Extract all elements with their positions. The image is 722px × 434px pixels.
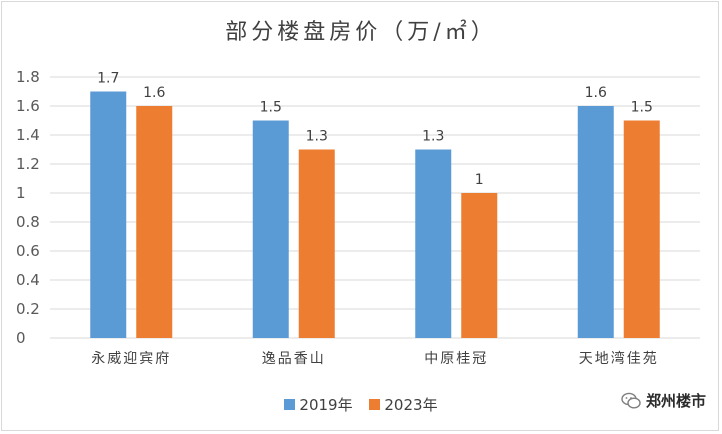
- bar-2019-1: [252, 120, 289, 338]
- x-tick-label-0: 永威迎宾府: [91, 351, 171, 367]
- legend-item-2023: 2023年: [369, 394, 438, 415]
- y-tick-label-4: 0.8: [16, 213, 40, 231]
- data-label-0-1: 1.5: [260, 100, 282, 116]
- data-label-1-2: 1: [475, 172, 484, 188]
- bar-2023-0: [136, 106, 173, 338]
- legend-label-2023: 2023年: [384, 396, 438, 414]
- y-tick-label-3: 0.6: [16, 242, 40, 260]
- legend: 2019年 2023年: [0, 394, 722, 415]
- wechat-icon: [621, 392, 641, 409]
- x-tick-label-1: 逸品香山: [262, 351, 326, 367]
- legend-item-2019: 2019年: [284, 394, 353, 415]
- y-tick-label-5: 1: [16, 184, 26, 202]
- x-tick-label-2: 中原桂冠: [424, 351, 488, 367]
- bar-2023-1: [298, 149, 335, 338]
- data-label-1-0: 1.6: [143, 85, 165, 101]
- legend-label-2019: 2019年: [299, 396, 353, 414]
- y-tick-label-8: 1.6: [16, 97, 40, 115]
- x-tick-label-3: 天地湾佳苑: [579, 350, 659, 367]
- bar-2019-3: [577, 106, 614, 338]
- data-label-0-0: 1.7: [97, 71, 119, 87]
- data-label-0-3: 1.6: [585, 85, 607, 101]
- y-tick-label-6: 1.2: [16, 155, 40, 173]
- legend-swatch-2019: [284, 399, 296, 410]
- bar-2019-0: [90, 91, 127, 338]
- watermark-text: 郑州楼市: [645, 392, 706, 410]
- y-tick-label-2: 0.4: [16, 271, 40, 289]
- bar-2023-3: [623, 120, 660, 338]
- data-label-0-2: 1.3: [422, 129, 444, 145]
- y-tick-label-0: 0: [16, 329, 26, 347]
- watermark: 郑州楼市: [621, 390, 706, 411]
- chart-title: 部分楼盘房价（万/㎡）: [225, 20, 497, 45]
- y-tick-label-9: 1.8: [16, 68, 40, 86]
- data-label-1-3: 1.5: [631, 100, 653, 116]
- y-tick-label-7: 1.4: [16, 126, 40, 144]
- bar-2023-2: [461, 193, 498, 338]
- data-label-1-1: 1.3: [306, 129, 328, 145]
- y-tick-label-1: 0.2: [16, 300, 40, 318]
- bar-2019-2: [415, 149, 452, 338]
- legend-swatch-2023: [369, 399, 381, 410]
